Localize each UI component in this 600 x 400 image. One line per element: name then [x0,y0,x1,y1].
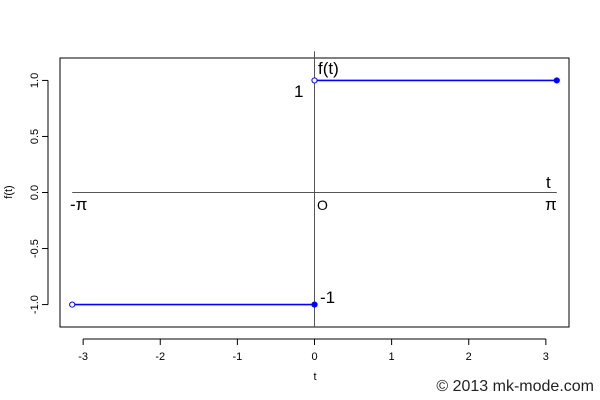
minus-one-annotation: -1 [320,288,335,307]
x-tick-label: 3 [543,351,549,363]
pi-annotation: π [545,195,557,214]
x-tick-label: -3 [78,351,88,363]
neg-pi-annotation: -π [70,195,87,214]
y-tick-label: -1.0 [29,295,41,314]
f-axis-annotation: f(t) [318,59,339,78]
y-tick-label: 1.0 [29,73,41,88]
copyright-notice: © 2013 mk-mode.com [436,378,594,395]
x-tick-label: -1 [232,351,242,363]
y-tick-label: 0.5 [29,129,41,144]
origin-annotation: O [317,197,328,213]
one-annotation: 1 [294,82,303,101]
t-axis-annotation: t [546,173,551,192]
x-tick-label: 2 [466,351,472,363]
x-axis-title: t [313,371,316,383]
open-endpoint-marker [311,77,318,84]
series-layer [69,77,560,308]
closed-endpoint-marker [553,77,560,84]
y-axis-title: f(t) [3,185,15,198]
open-endpoint-marker [69,301,76,308]
closed-endpoint-marker [311,301,318,308]
x-tick-label: 1 [389,351,395,363]
y-tick-label: 0.0 [29,185,41,200]
y-tick-label: -0.5 [29,239,41,258]
x-tick-label: -2 [155,351,165,363]
axes-layer: -3 -2 -1 0 1 2 3 -1.0 -0.5 0.0 0.5 1.0 [29,51,570,363]
x-tick-label: 0 [311,351,317,363]
